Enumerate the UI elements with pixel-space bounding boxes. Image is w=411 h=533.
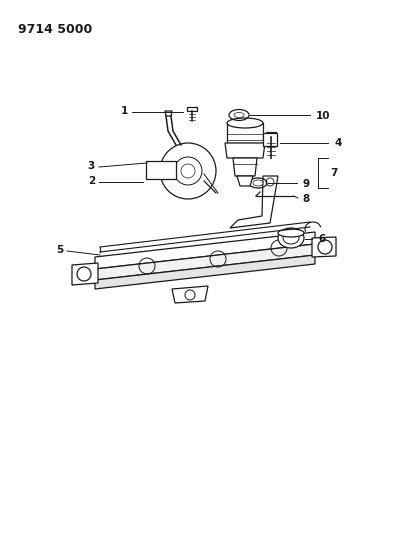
Ellipse shape (283, 232, 299, 244)
Polygon shape (146, 161, 176, 179)
Polygon shape (266, 132, 276, 137)
Text: 1: 1 (121, 106, 128, 116)
Text: 7: 7 (330, 168, 337, 178)
Text: 5: 5 (56, 245, 63, 255)
Polygon shape (263, 133, 277, 146)
Polygon shape (227, 123, 263, 143)
Text: 9714 5000: 9714 5000 (18, 23, 92, 36)
Polygon shape (312, 237, 336, 257)
Text: 4: 4 (334, 138, 342, 148)
Polygon shape (95, 255, 315, 289)
Ellipse shape (227, 118, 263, 128)
Polygon shape (95, 232, 315, 269)
Polygon shape (233, 158, 257, 176)
Polygon shape (95, 244, 315, 280)
Text: 6: 6 (318, 234, 325, 244)
Ellipse shape (278, 229, 304, 237)
Polygon shape (230, 176, 278, 228)
Polygon shape (237, 176, 253, 186)
Text: 3: 3 (88, 161, 95, 171)
Polygon shape (187, 107, 197, 111)
Text: 2: 2 (88, 176, 95, 186)
Ellipse shape (234, 112, 244, 117)
Text: 8: 8 (302, 194, 309, 204)
Polygon shape (165, 111, 172, 116)
Polygon shape (172, 286, 208, 303)
Polygon shape (72, 263, 98, 285)
Text: 10: 10 (316, 111, 330, 121)
Text: 9: 9 (302, 179, 309, 189)
Polygon shape (225, 143, 265, 158)
Ellipse shape (278, 228, 304, 248)
Ellipse shape (253, 180, 263, 186)
